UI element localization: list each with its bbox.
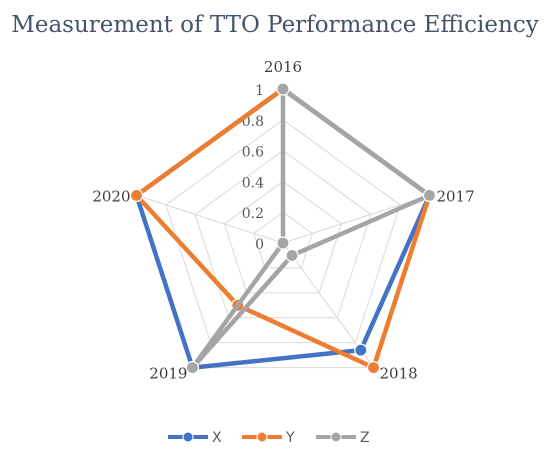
data-point: [366, 360, 381, 375]
legend-item-y: Y: [242, 430, 295, 446]
legend-item-x: X: [168, 430, 222, 446]
tick-label: 0.4: [242, 175, 264, 191]
legend: X Y Z: [168, 430, 370, 446]
legend-marker: [256, 431, 268, 443]
data-point: [276, 236, 290, 250]
grid-spoke: [282, 194, 430, 244]
data-point: [276, 82, 290, 96]
grid-ring: [194, 149, 372, 319]
legend-marker: [330, 431, 342, 443]
series-layer: [129, 82, 437, 375]
legend-marker: [182, 431, 194, 443]
data-point: [129, 188, 144, 203]
data-point: [422, 188, 437, 203]
category-label: 2017: [436, 187, 474, 205]
series-z: [185, 82, 437, 375]
tick-label: 0.8: [242, 114, 264, 130]
legend-label: Y: [285, 430, 295, 446]
tick-label: 0.2: [242, 206, 264, 222]
chart-title: Measurement of TTO Performance Efficienc…: [11, 12, 538, 38]
category-labels: 2016 2017 2018 2019 2020: [92, 58, 474, 383]
tick-label: 0.6: [242, 145, 264, 161]
data-point: [185, 360, 200, 375]
category-label: 2016: [264, 58, 302, 76]
data-point: [354, 343, 368, 357]
legend-label: X: [212, 430, 222, 446]
radial-tick-labels: 0 0.2 0.4 0.6 0.8 1: [242, 83, 264, 253]
series-line: [190, 86, 432, 370]
grid-spoke: [136, 194, 284, 244]
tick-label: 0: [255, 237, 264, 253]
grid-ring: [165, 119, 401, 344]
grid-ring: [223, 180, 343, 294]
category-label: 2018: [380, 365, 418, 383]
category-label: 2020: [92, 187, 130, 205]
legend-label: Z: [360, 430, 370, 446]
tick-label: 1: [255, 83, 264, 99]
category-label: 2019: [149, 365, 187, 383]
legend-item-z: Z: [316, 430, 370, 446]
data-point: [285, 248, 299, 263]
